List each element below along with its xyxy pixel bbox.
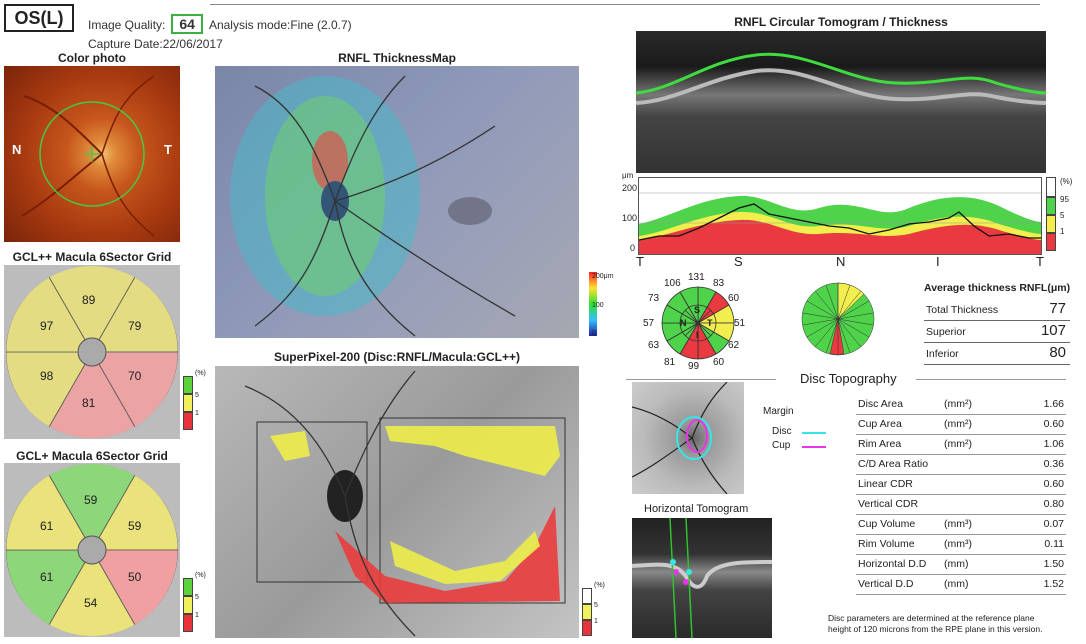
avg-superior-row: Superior 107 <box>924 320 1070 343</box>
gclpp-sector-sup: 89 <box>82 293 96 307</box>
quality-value: 64 <box>171 14 203 34</box>
disc-param-row: Linear CDR 0.60 <box>856 474 1066 495</box>
clock-10: 73 <box>648 293 660 304</box>
gclp-sector-sup: 59 <box>84 493 98 507</box>
temporal-label: T <box>164 142 172 157</box>
avg-inferior-row: Inferior 80 <box>924 342 1070 365</box>
nasal-label: N <box>12 142 22 157</box>
clock-5: 60 <box>713 357 725 368</box>
gclp-sector-inf: 54 <box>84 596 98 610</box>
footnote-line2: height of 120 microns from the RPE plane… <box>828 624 1043 634</box>
superpixel-legend: (%) 5 1 <box>582 582 610 640</box>
gclp-title: GCL+ Macula 6Sector Grid <box>16 449 168 463</box>
clock-7: 81 <box>664 357 676 368</box>
avg-title: Average thickness RNFL(μm) <box>924 282 1071 294</box>
superpixel-title: SuperPixel-200 (Disc:RNFL/Macula:GCL++) <box>273 350 521 364</box>
disc-legend-label: Disc <box>772 426 792 437</box>
gclpp-sector-inftemp: 70 <box>128 369 142 383</box>
disc-param-row: C/D Area Ratio 0.36 <box>856 454 1066 475</box>
margin-label: Margin <box>763 406 794 417</box>
disc-param-row: Cup Volume (mm³) 0.07 <box>856 514 1066 535</box>
profile-xaxis: T S N I T <box>636 254 1044 269</box>
clock-8: 63 <box>648 340 660 351</box>
clock-6: 99 <box>688 361 700 372</box>
gclpp-title: GCL++ Macula 6Sector Grid <box>12 250 172 264</box>
gclp-grid[interactable]: 59 59 50 54 61 61 <box>4 463 180 637</box>
rnfl-thickness-profile[interactable] <box>638 177 1042 255</box>
horizontal-tomogram-title: Horizontal Tomogram <box>644 503 749 515</box>
capture-date: Capture Date:22/06/2017 <box>88 37 223 51</box>
circular-tomogram-image[interactable] <box>636 31 1046 173</box>
footnote-line1: Disc parameters are determined at the re… <box>828 613 1035 623</box>
disc-param-row: Disc Area (mm²) 1.66 <box>856 394 1066 415</box>
disc-image[interactable] <box>631 381 744 495</box>
analysis-mode: Analysis mode:Fine (2.0.7) <box>208 18 352 32</box>
clock-12: 131 <box>688 272 705 283</box>
clock-11: 106 <box>664 278 681 289</box>
superpixel-map[interactable] <box>215 366 579 638</box>
horizontal-tomogram-image[interactable] <box>631 517 773 639</box>
disc-param-row: Cup Area (mm²) 0.60 <box>856 414 1066 435</box>
disc-param-row: Rim Volume (mm³) 0.11 <box>856 534 1066 555</box>
clock-2: 60 <box>728 293 740 304</box>
disc-param-row: Rim Area (mm²) 1.06 <box>856 434 1066 455</box>
gclp-legend: (%) 5 1 <box>183 572 211 642</box>
quality-line: Image Quality: 64 Analysis mode:Fine (2.0.… <box>88 14 352 34</box>
gclp-sector-suptemp: 59 <box>128 519 142 533</box>
gclpp-sector-supnas: 97 <box>40 319 54 333</box>
disc-param-row: Horizontal D.D (mm) 1.50 <box>856 554 1066 575</box>
disc-param-row: Vertical D.D (mm) 1.52 <box>856 574 1066 595</box>
gclpp-sector-infnas: 98 <box>40 369 54 383</box>
clock-3: 51 <box>734 318 746 329</box>
gclp-sector-inftemp: 50 <box>128 570 142 584</box>
clock-hour-chart[interactable]: S N T I <box>643 273 753 373</box>
sector-pie-chart[interactable] <box>800 281 876 357</box>
profile-legend: (%) 95 5 1 <box>1046 177 1080 253</box>
gclp-sector-supnas: 61 <box>40 519 54 533</box>
eye-label: OS(L) <box>4 4 74 32</box>
header-divider <box>210 4 1040 5</box>
thickness-colorbar <box>589 272 597 336</box>
clock-4: 62 <box>728 340 740 351</box>
clock-1: 83 <box>713 278 725 289</box>
clock-9: 57 <box>643 318 655 329</box>
disc-legend-line <box>802 432 826 434</box>
gclpp-sector-suptemp: 79 <box>128 319 142 333</box>
cup-legend-line <box>802 446 826 448</box>
disc-topography-title: Disc Topography <box>800 371 897 386</box>
color-fundus-photo[interactable]: N T <box>4 66 180 242</box>
avg-total-row: Total Thickness 77 <box>924 298 1070 321</box>
rnfl-thickness-map[interactable] <box>215 66 597 338</box>
gclpp-grid[interactable]: 89 79 70 81 98 97 <box>4 265 180 439</box>
gclpp-legend: (%) 5 1 <box>183 370 211 440</box>
tomogram-title: RNFL Circular Tomogram / Thickness <box>734 15 948 29</box>
gclp-sector-infnas: 61 <box>40 570 54 584</box>
gclpp-sector-inf: 81 <box>82 396 96 410</box>
disc-param-row: Vertical CDR 0.80 <box>856 494 1066 515</box>
cup-legend-label: Cup <box>772 440 791 451</box>
color-photo-title: Color photo <box>58 51 126 65</box>
quality-label: Image Quality: <box>88 18 166 32</box>
thickness-map-title: RNFL ThicknessMap <box>338 51 456 65</box>
